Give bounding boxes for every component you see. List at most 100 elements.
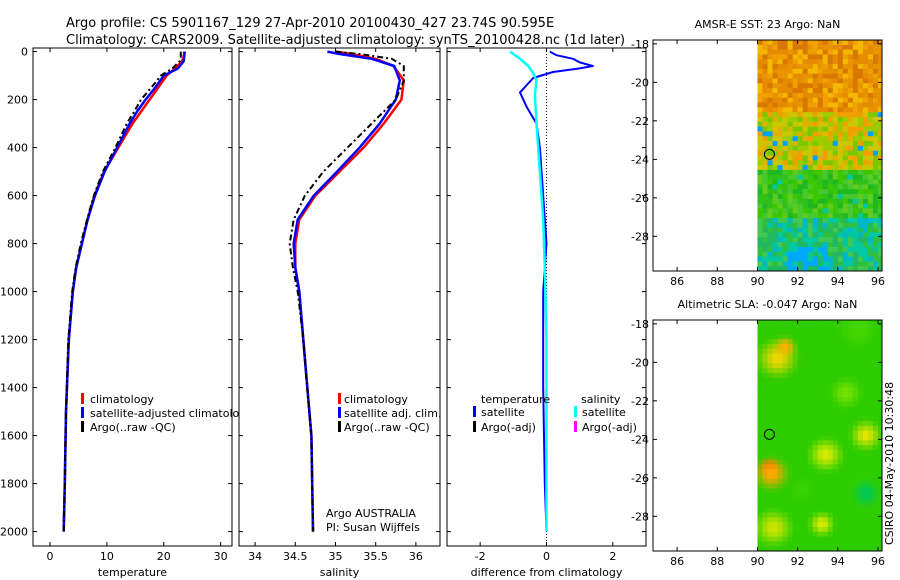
- sst_map-cell: [787, 145, 794, 152]
- sst_map-cell: [872, 213, 879, 219]
- sla_map-cell: [827, 334, 834, 340]
- sla_map-cell: [827, 411, 834, 417]
- sla_map-cell: [857, 498, 864, 504]
- sla_map-cell: [827, 483, 834, 489]
- sst_map-cell: [757, 169, 763, 176]
- sla_map-cell: [777, 334, 783, 340]
- sst_map-cell: [877, 131, 883, 137]
- sla_map-cell: [762, 411, 768, 417]
- sla_map-cell: [802, 488, 809, 494]
- sst_map-cell: [767, 126, 773, 132]
- sla_map-cell: [792, 464, 799, 470]
- sla_map-cell: [772, 401, 778, 408]
- sla_map-cell: [832, 435, 839, 441]
- sst_map-cell: [852, 155, 859, 161]
- sla_map-cell: [847, 536, 854, 542]
- sla_map-cell: [772, 512, 778, 518]
- sst_map-cell: [787, 126, 794, 132]
- sst_map-cell: [867, 121, 874, 128]
- sla_map-cell: [807, 401, 814, 408]
- sla_map-cell: [762, 449, 768, 456]
- sst_map-cell: [817, 184, 824, 190]
- sla_map-cell: [877, 421, 883, 427]
- sst_map-cell: [802, 165, 809, 171]
- sst_map-cell: [867, 227, 874, 233]
- sst_map-cell: [847, 102, 854, 108]
- sla_map-cell: [827, 454, 834, 460]
- sst_map-cell: [812, 92, 819, 99]
- sst_map-cell: [767, 160, 773, 166]
- sla_map-cell: [787, 541, 794, 547]
- sst_map-cell: [777, 64, 783, 70]
- sst_map-cell: [862, 184, 869, 190]
- sst_map-cell: [852, 112, 859, 118]
- sla_map-cell: [872, 421, 879, 427]
- sla_map-cell: [822, 478, 829, 485]
- sst_map-cell: [772, 126, 778, 132]
- sst_map-cell: [782, 64, 788, 70]
- sst_map-cell: [847, 179, 854, 185]
- sst_map-cell: [837, 44, 844, 51]
- sla_map-cell: [762, 546, 768, 552]
- sst_map-cell: [867, 160, 874, 166]
- sla_map-cell: [772, 469, 778, 475]
- sla_map-cell: [842, 493, 849, 499]
- sst_map-cell: [857, 208, 864, 214]
- sst_map-cell: [787, 97, 794, 103]
- sla_map-cell: [757, 483, 763, 489]
- sst_map-cell: [877, 83, 883, 89]
- sst_map-cell: [877, 145, 883, 152]
- sst_map-cell: [857, 237, 864, 243]
- sst_map-cell: [822, 160, 829, 166]
- sst_map-cell: [862, 44, 869, 51]
- sla_map-cell: [862, 421, 869, 427]
- sst_map-cell: [862, 251, 869, 257]
- sla_map-cell: [822, 517, 829, 523]
- sst_map-cell: [792, 208, 799, 214]
- sla_map-cell: [817, 536, 824, 542]
- sla_map-cell: [832, 440, 839, 446]
- sst_map-cell: [842, 150, 849, 156]
- sst_map-cell: [857, 102, 864, 108]
- sla_map-cell: [757, 430, 763, 436]
- sla_map-cell: [862, 445, 869, 451]
- sst_map-cell: [867, 251, 874, 257]
- sla_map-cell: [757, 425, 763, 432]
- sla_map-cell: [792, 324, 799, 331]
- sla_map-cell: [792, 546, 799, 552]
- sst_map-cell: [777, 92, 783, 99]
- sst_map-cell: [842, 97, 849, 103]
- sla_map-cell: [762, 459, 768, 465]
- sst_map-cell: [837, 102, 844, 108]
- sla_map-cell: [862, 464, 869, 470]
- sla_map-cell: [807, 469, 814, 475]
- sla_map-cell: [767, 469, 773, 475]
- sst_map-cell: [792, 126, 799, 132]
- sst_map-cell: [847, 131, 854, 137]
- sla_map-cell: [827, 512, 834, 518]
- sst_map-cell: [757, 266, 763, 272]
- sst_map-cell: [822, 165, 829, 171]
- sla_map-cell: [862, 425, 869, 432]
- sla_map-cell: [762, 507, 768, 513]
- sst_map-cell: [812, 136, 819, 142]
- sst_map-cell: [772, 83, 778, 89]
- sla_map-cell: [822, 512, 829, 518]
- sla_map-cell: [837, 445, 844, 451]
- temperature-xtick-label: 0: [47, 550, 54, 563]
- sla_map-cell: [842, 339, 849, 345]
- sst_map-cell: [827, 102, 834, 108]
- sst_map-cell: [812, 194, 819, 200]
- sst_map-cell: [787, 218, 794, 224]
- sst_map-cell: [762, 107, 768, 113]
- sst_map-cell: [797, 227, 804, 233]
- sla_map-cell: [757, 449, 763, 456]
- sst_map-cell: [772, 136, 778, 142]
- sst_map-cell: [852, 189, 859, 195]
- sla_map-cell: [822, 368, 829, 374]
- sst_map-cell: [797, 150, 804, 156]
- sla_map-cell: [812, 401, 819, 408]
- sla_map-cell: [827, 507, 834, 513]
- sst_map-cell: [777, 169, 783, 176]
- sla_map-cell: [862, 459, 869, 465]
